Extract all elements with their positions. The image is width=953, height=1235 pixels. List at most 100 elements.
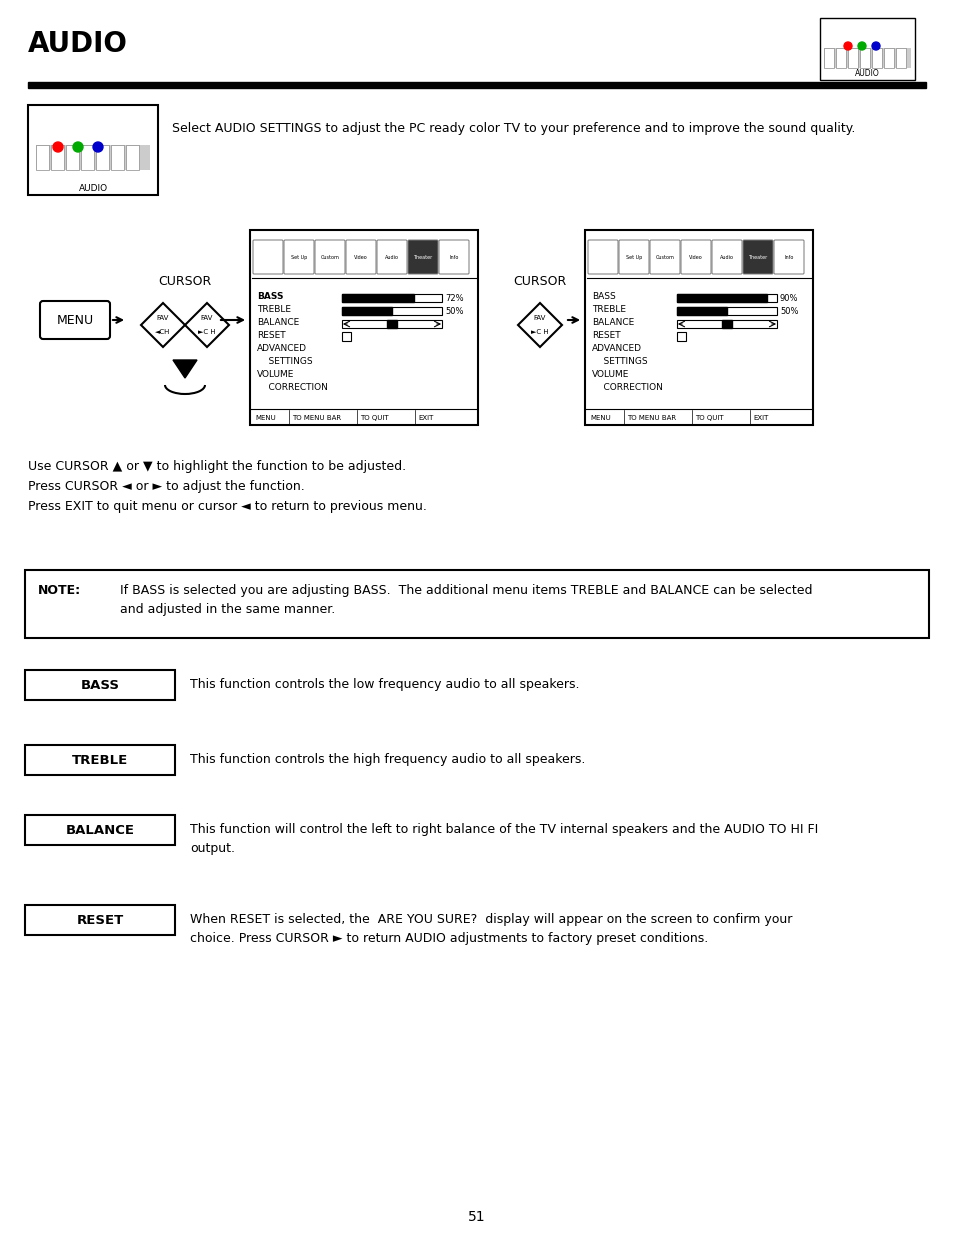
Circle shape xyxy=(857,42,865,49)
FancyBboxPatch shape xyxy=(649,240,679,274)
Bar xyxy=(721,320,731,329)
Bar xyxy=(341,294,414,303)
Text: RESET: RESET xyxy=(592,331,620,340)
Text: FAV: FAV xyxy=(534,315,546,321)
Text: VOLUME: VOLUME xyxy=(592,370,629,379)
Text: BASS: BASS xyxy=(256,291,283,301)
FancyBboxPatch shape xyxy=(253,240,283,274)
Text: Video: Video xyxy=(688,254,702,259)
Bar xyxy=(28,82,925,88)
Bar xyxy=(387,320,396,329)
Text: TREBLE: TREBLE xyxy=(71,753,128,767)
Text: 90%: 90% xyxy=(780,294,798,303)
Bar xyxy=(341,332,351,341)
Text: CURSOR: CURSOR xyxy=(513,275,566,288)
Bar xyxy=(341,308,441,315)
Text: EXIT: EXIT xyxy=(417,415,433,421)
FancyBboxPatch shape xyxy=(408,240,437,274)
Bar xyxy=(677,308,776,315)
FancyBboxPatch shape xyxy=(618,240,648,274)
Text: TO QUIT: TO QUIT xyxy=(695,415,723,421)
Text: Theater: Theater xyxy=(747,254,767,259)
Text: TO MENU BAR: TO MENU BAR xyxy=(626,415,676,421)
Text: ◄CH: ◄CH xyxy=(155,329,171,335)
Text: CORRECTION: CORRECTION xyxy=(592,383,662,391)
Text: Audio: Audio xyxy=(720,254,733,259)
Circle shape xyxy=(843,42,851,49)
Text: Set Up: Set Up xyxy=(625,254,641,259)
Text: Custom: Custom xyxy=(655,254,674,259)
Bar xyxy=(96,144,109,170)
Text: AUDIO: AUDIO xyxy=(28,30,128,58)
Text: This function will control the left to right balance of the TV internal speakers: This function will control the left to r… xyxy=(190,823,818,855)
Bar xyxy=(823,48,910,68)
FancyBboxPatch shape xyxy=(438,240,469,274)
Text: Video: Video xyxy=(354,254,368,259)
Text: MENU: MENU xyxy=(254,415,275,421)
Text: VOLUME: VOLUME xyxy=(256,370,294,379)
Bar xyxy=(66,144,79,170)
FancyBboxPatch shape xyxy=(680,240,710,274)
Bar xyxy=(126,144,139,170)
Text: AUDIO: AUDIO xyxy=(78,184,108,193)
Bar xyxy=(859,48,869,68)
Bar xyxy=(25,745,174,776)
Text: Info: Info xyxy=(449,254,458,259)
Text: FAV: FAV xyxy=(156,315,169,321)
Text: ADVANCED: ADVANCED xyxy=(256,345,307,353)
Text: NOTE:: NOTE: xyxy=(38,584,81,597)
Bar xyxy=(677,294,776,303)
Bar xyxy=(36,144,150,170)
Text: EXIT: EXIT xyxy=(752,415,767,421)
Bar xyxy=(677,294,766,303)
Bar xyxy=(25,571,928,638)
Text: TREBLE: TREBLE xyxy=(256,305,291,314)
Bar xyxy=(677,320,776,329)
Text: 72%: 72% xyxy=(444,294,463,303)
Bar xyxy=(871,48,882,68)
Text: ►C H: ►C H xyxy=(198,329,215,335)
Bar xyxy=(677,308,726,315)
Bar xyxy=(895,48,905,68)
FancyBboxPatch shape xyxy=(587,240,618,274)
Bar xyxy=(847,48,857,68)
Text: When RESET is selected, the  ARE YOU SURE?  display will appear on the screen to: When RESET is selected, the ARE YOU SURE… xyxy=(190,913,792,945)
Text: MENU: MENU xyxy=(589,415,610,421)
Text: Custom: Custom xyxy=(320,254,339,259)
FancyBboxPatch shape xyxy=(314,240,345,274)
Bar xyxy=(28,105,158,195)
Text: 50%: 50% xyxy=(780,306,798,315)
Text: Press CURSOR ◄ or ► to adjust the function.: Press CURSOR ◄ or ► to adjust the functi… xyxy=(28,480,304,493)
Text: Set Up: Set Up xyxy=(291,254,307,259)
FancyBboxPatch shape xyxy=(376,240,407,274)
Bar xyxy=(341,320,441,329)
Text: BASS: BASS xyxy=(592,291,615,301)
Bar xyxy=(25,671,174,700)
Text: MENU: MENU xyxy=(56,314,93,326)
Text: Press EXIT to quit menu or cursor ◄ to return to previous menu.: Press EXIT to quit menu or cursor ◄ to r… xyxy=(28,500,426,513)
Bar xyxy=(341,294,441,303)
Text: TO MENU BAR: TO MENU BAR xyxy=(292,415,341,421)
FancyBboxPatch shape xyxy=(742,240,772,274)
Text: BASS: BASS xyxy=(80,678,119,692)
Circle shape xyxy=(73,142,83,152)
Text: CORRECTION: CORRECTION xyxy=(256,383,328,391)
Polygon shape xyxy=(172,359,196,378)
FancyBboxPatch shape xyxy=(40,301,110,338)
Text: AUDIO: AUDIO xyxy=(854,69,879,78)
Text: TO QUIT: TO QUIT xyxy=(359,415,388,421)
Text: FAV: FAV xyxy=(200,315,213,321)
Text: SETTINGS: SETTINGS xyxy=(256,357,313,366)
Text: 51: 51 xyxy=(468,1210,485,1224)
Text: BALANCE: BALANCE xyxy=(66,824,134,836)
FancyBboxPatch shape xyxy=(284,240,314,274)
Text: ADVANCED: ADVANCED xyxy=(592,345,641,353)
Bar xyxy=(25,905,174,935)
Text: RESET: RESET xyxy=(76,914,124,926)
FancyBboxPatch shape xyxy=(773,240,803,274)
Bar xyxy=(584,230,812,425)
Text: Audio: Audio xyxy=(385,254,398,259)
Text: BALANCE: BALANCE xyxy=(256,317,299,327)
Bar xyxy=(250,230,477,425)
Bar xyxy=(51,144,64,170)
